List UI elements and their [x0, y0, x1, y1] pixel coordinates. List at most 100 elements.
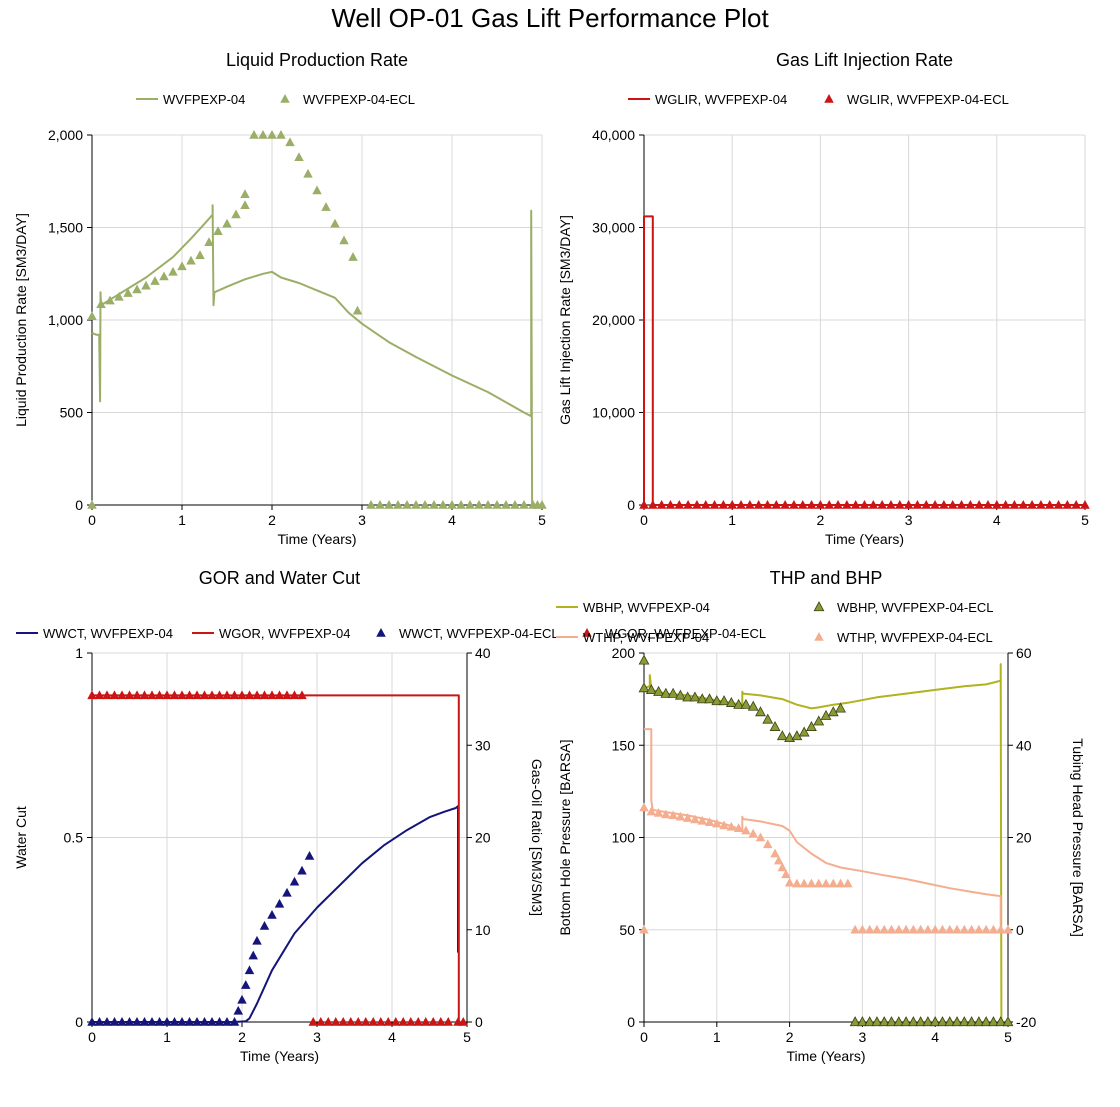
series-marker — [285, 137, 295, 147]
y-tick-label: 40,000 — [592, 127, 635, 143]
series-marker — [733, 698, 745, 709]
series-marker — [1018, 500, 1029, 509]
series-marker — [501, 500, 511, 509]
series-marker — [864, 1016, 876, 1027]
series-marker — [447, 500, 457, 509]
legend-item: WBHP, WVFPEXP-04 — [556, 600, 710, 615]
series-marker — [1053, 500, 1064, 509]
series-line — [643, 663, 1003, 1023]
series-marker — [798, 500, 808, 509]
x-tick-label: 1 — [163, 1029, 171, 1045]
series-marker — [474, 500, 484, 509]
y-axis-label: Gas Lift Injection Rate [SM3/DAY] — [557, 215, 573, 425]
series-marker — [638, 682, 650, 693]
legend-marker-swatch — [376, 628, 386, 637]
y2-tick-label: 30 — [475, 737, 491, 753]
series-marker — [87, 311, 97, 321]
series-marker — [330, 218, 340, 228]
x-tick-label: 2 — [268, 512, 276, 528]
series-marker — [1071, 500, 1081, 509]
series-marker — [886, 1016, 897, 1027]
series-marker — [965, 500, 976, 509]
series-marker — [981, 924, 991, 934]
series-marker — [483, 500, 493, 509]
series-marker — [915, 1016, 927, 1027]
series-marker — [930, 500, 940, 509]
series-marker — [901, 924, 911, 934]
series-marker — [169, 690, 180, 700]
series-marker — [639, 924, 649, 934]
series-marker — [908, 924, 919, 934]
x-tick-label: 4 — [448, 512, 456, 528]
series-marker — [741, 825, 751, 835]
series-marker — [117, 690, 127, 700]
series-marker — [859, 500, 870, 509]
series-marker — [815, 500, 826, 509]
x-tick-label: 5 — [1081, 512, 1089, 528]
series-marker — [682, 813, 693, 822]
series-marker — [780, 500, 790, 509]
legend-label: WBHP, WVFPEXP-04-ECL — [837, 600, 994, 615]
x-tick-label: 5 — [1004, 1029, 1012, 1045]
series-marker — [799, 878, 809, 888]
series-group — [639, 215, 1090, 509]
main-title: Well OP-01 Gas Lift Performance Plot — [331, 3, 769, 33]
series-marker — [824, 500, 834, 509]
series-marker — [639, 802, 649, 812]
series-marker — [168, 266, 178, 276]
legend-item: WWCT, WVFPEXP-04-ECL — [376, 626, 559, 641]
series-marker — [338, 1017, 348, 1026]
series-marker — [806, 878, 817, 888]
series-marker — [915, 924, 926, 934]
series-marker — [139, 690, 150, 700]
series-marker — [297, 690, 307, 700]
series-marker — [1044, 500, 1055, 509]
series-marker — [789, 500, 799, 509]
chart-panel-1: Liquid Production Rate 0 1 2 3 4 5 0 500 1,000 1,5… — [13, 50, 547, 547]
x-tick-label: 4 — [931, 1029, 939, 1045]
series-marker — [791, 730, 803, 741]
series-marker — [755, 832, 766, 842]
series-marker — [856, 1016, 868, 1027]
series-marker — [747, 700, 759, 711]
series-marker — [398, 1017, 408, 1026]
series-marker — [383, 1017, 393, 1026]
series-marker — [304, 850, 315, 860]
series-marker — [718, 695, 730, 706]
series-marker — [420, 500, 430, 509]
series-marker — [835, 702, 846, 713]
legend-label: WGOR, WVFPEXP-04 — [219, 626, 350, 641]
series-marker — [276, 130, 286, 139]
series-marker — [668, 810, 678, 820]
series-marker — [665, 500, 676, 509]
series-line — [91, 204, 534, 506]
series-marker — [762, 713, 774, 724]
series-marker — [697, 815, 707, 825]
series-group — [638, 654, 1014, 1027]
series-marker — [199, 1017, 210, 1026]
series-marker — [645, 684, 657, 695]
series-marker — [886, 500, 896, 509]
series-marker — [709, 500, 720, 509]
series-marker — [784, 732, 796, 743]
series-marker — [214, 690, 225, 700]
series-marker — [930, 924, 940, 934]
series-marker — [748, 828, 758, 838]
series-marker — [413, 1017, 423, 1026]
series-marker — [353, 1017, 363, 1026]
x-tick-label: 2 — [786, 1029, 794, 1045]
series-marker — [109, 1017, 120, 1026]
series-marker — [308, 1017, 318, 1026]
series-marker — [763, 839, 773, 849]
series-marker — [87, 1017, 97, 1026]
series-marker — [289, 876, 300, 886]
series-marker — [674, 689, 686, 700]
legend-label: WBHP, WVFPEXP-04 — [583, 600, 710, 615]
series-group — [87, 130, 547, 509]
series-marker — [718, 500, 729, 509]
legend-label: WVFPEXP-04 — [163, 92, 245, 107]
series-marker — [639, 500, 649, 509]
series-marker — [348, 252, 358, 261]
